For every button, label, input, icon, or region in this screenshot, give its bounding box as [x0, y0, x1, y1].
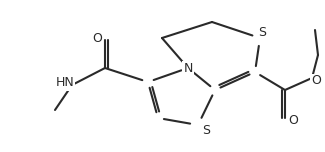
Text: O: O — [92, 31, 102, 45]
Text: S: S — [202, 123, 210, 136]
Text: N: N — [183, 62, 193, 74]
Text: HN: HN — [56, 76, 74, 90]
Text: S: S — [258, 26, 266, 40]
Text: O: O — [311, 74, 321, 88]
Text: O: O — [288, 114, 298, 126]
